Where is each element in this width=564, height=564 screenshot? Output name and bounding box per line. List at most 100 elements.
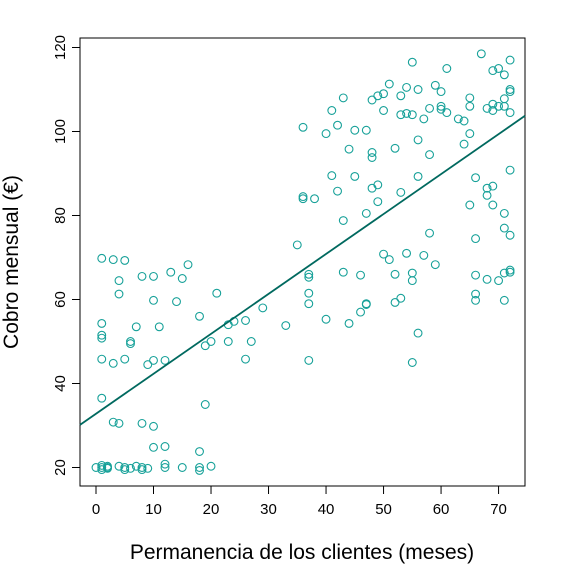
y-tick-label: 80 bbox=[52, 207, 69, 224]
y-axis-ticks: 20 40 60 80 100 120 bbox=[52, 35, 80, 476]
data-point bbox=[425, 228, 435, 238]
data-point bbox=[333, 186, 342, 196]
data-point bbox=[442, 64, 452, 73]
data-point bbox=[91, 463, 101, 472]
data-point bbox=[258, 303, 268, 313]
data-point bbox=[108, 358, 118, 368]
x-tick-label: 40 bbox=[318, 501, 335, 518]
data-point bbox=[390, 297, 400, 307]
data-point bbox=[499, 208, 509, 218]
data-point bbox=[390, 143, 400, 153]
data-point bbox=[149, 271, 158, 281]
y-tick-label: 60 bbox=[52, 291, 69, 308]
data-point bbox=[499, 295, 509, 305]
data-point bbox=[425, 103, 435, 113]
data-point bbox=[298, 194, 308, 204]
data-point bbox=[195, 465, 204, 475]
data-point bbox=[384, 255, 394, 265]
x-tick-label: 10 bbox=[145, 501, 162, 518]
data-point bbox=[143, 360, 153, 370]
y-tick-label: 40 bbox=[52, 375, 69, 392]
y-tick-label: 120 bbox=[52, 35, 69, 60]
data-point bbox=[356, 307, 365, 317]
data-point bbox=[97, 393, 107, 403]
data-point bbox=[494, 101, 504, 111]
x-tick-label: 60 bbox=[433, 501, 450, 518]
data-point bbox=[206, 461, 216, 471]
data-point bbox=[407, 110, 417, 120]
data-point bbox=[126, 337, 135, 346]
data-point bbox=[97, 330, 107, 340]
data-point bbox=[120, 255, 130, 265]
y-axis-title: Cobro mensual (€) bbox=[0, 175, 23, 349]
data-point bbox=[149, 355, 158, 365]
data-point bbox=[361, 208, 371, 218]
data-point bbox=[373, 180, 383, 190]
data-point bbox=[488, 200, 498, 210]
data-point bbox=[114, 276, 124, 286]
data-point bbox=[413, 85, 423, 94]
data-point bbox=[442, 108, 452, 118]
data-point bbox=[367, 148, 377, 157]
data-point bbox=[177, 463, 187, 472]
x-tick-label: 50 bbox=[375, 501, 392, 518]
data-point bbox=[120, 465, 130, 475]
x-axis-ticks: 0 10 20 30 40 50 60 70 bbox=[92, 486, 507, 518]
data-point bbox=[482, 103, 492, 113]
data-point bbox=[402, 82, 412, 92]
data-point bbox=[471, 295, 481, 305]
data-point bbox=[154, 322, 164, 332]
data-point bbox=[143, 463, 153, 473]
x-tick-label: 20 bbox=[203, 501, 220, 518]
data-point bbox=[200, 400, 210, 409]
data-point bbox=[390, 269, 400, 279]
data-point bbox=[465, 200, 475, 210]
data-point bbox=[200, 341, 210, 351]
data-point bbox=[396, 293, 406, 303]
data-point bbox=[241, 354, 250, 364]
data-point bbox=[108, 417, 118, 427]
x-tick-label: 30 bbox=[260, 501, 277, 518]
data-point bbox=[379, 249, 388, 259]
data-point bbox=[396, 187, 406, 197]
data-point bbox=[246, 337, 256, 346]
data-point bbox=[172, 297, 181, 307]
data-point bbox=[114, 289, 124, 299]
data-point bbox=[367, 183, 377, 193]
data-point bbox=[471, 270, 481, 280]
data-point bbox=[396, 110, 406, 120]
data-point bbox=[304, 272, 314, 282]
data-point bbox=[419, 114, 429, 124]
data-point bbox=[137, 271, 147, 281]
data-point bbox=[195, 463, 204, 472]
data-point bbox=[131, 322, 141, 332]
data-point bbox=[476, 49, 486, 59]
data-point bbox=[120, 354, 130, 364]
data-point bbox=[195, 447, 204, 456]
x-tick-label: 70 bbox=[490, 501, 507, 518]
data-point bbox=[108, 255, 118, 265]
data-point bbox=[488, 106, 498, 115]
data-point bbox=[97, 253, 107, 263]
data-point bbox=[471, 173, 481, 183]
data-point bbox=[321, 129, 331, 139]
data-point bbox=[465, 93, 475, 103]
data-point bbox=[149, 421, 158, 431]
data-point bbox=[430, 260, 440, 270]
data-point bbox=[459, 116, 469, 126]
data-point bbox=[103, 461, 112, 471]
plot-frame bbox=[79, 37, 526, 487]
data-point bbox=[373, 91, 383, 101]
data-point bbox=[327, 171, 337, 181]
data-point bbox=[505, 55, 515, 65]
data-point bbox=[436, 101, 446, 111]
data-point bbox=[327, 106, 337, 115]
data-point bbox=[338, 267, 348, 277]
data-point bbox=[97, 318, 107, 328]
data-point bbox=[241, 316, 250, 325]
data-point bbox=[338, 216, 348, 225]
data-point bbox=[97, 460, 107, 470]
data-point bbox=[304, 288, 314, 298]
data-point bbox=[212, 288, 222, 298]
data-point bbox=[367, 95, 377, 105]
